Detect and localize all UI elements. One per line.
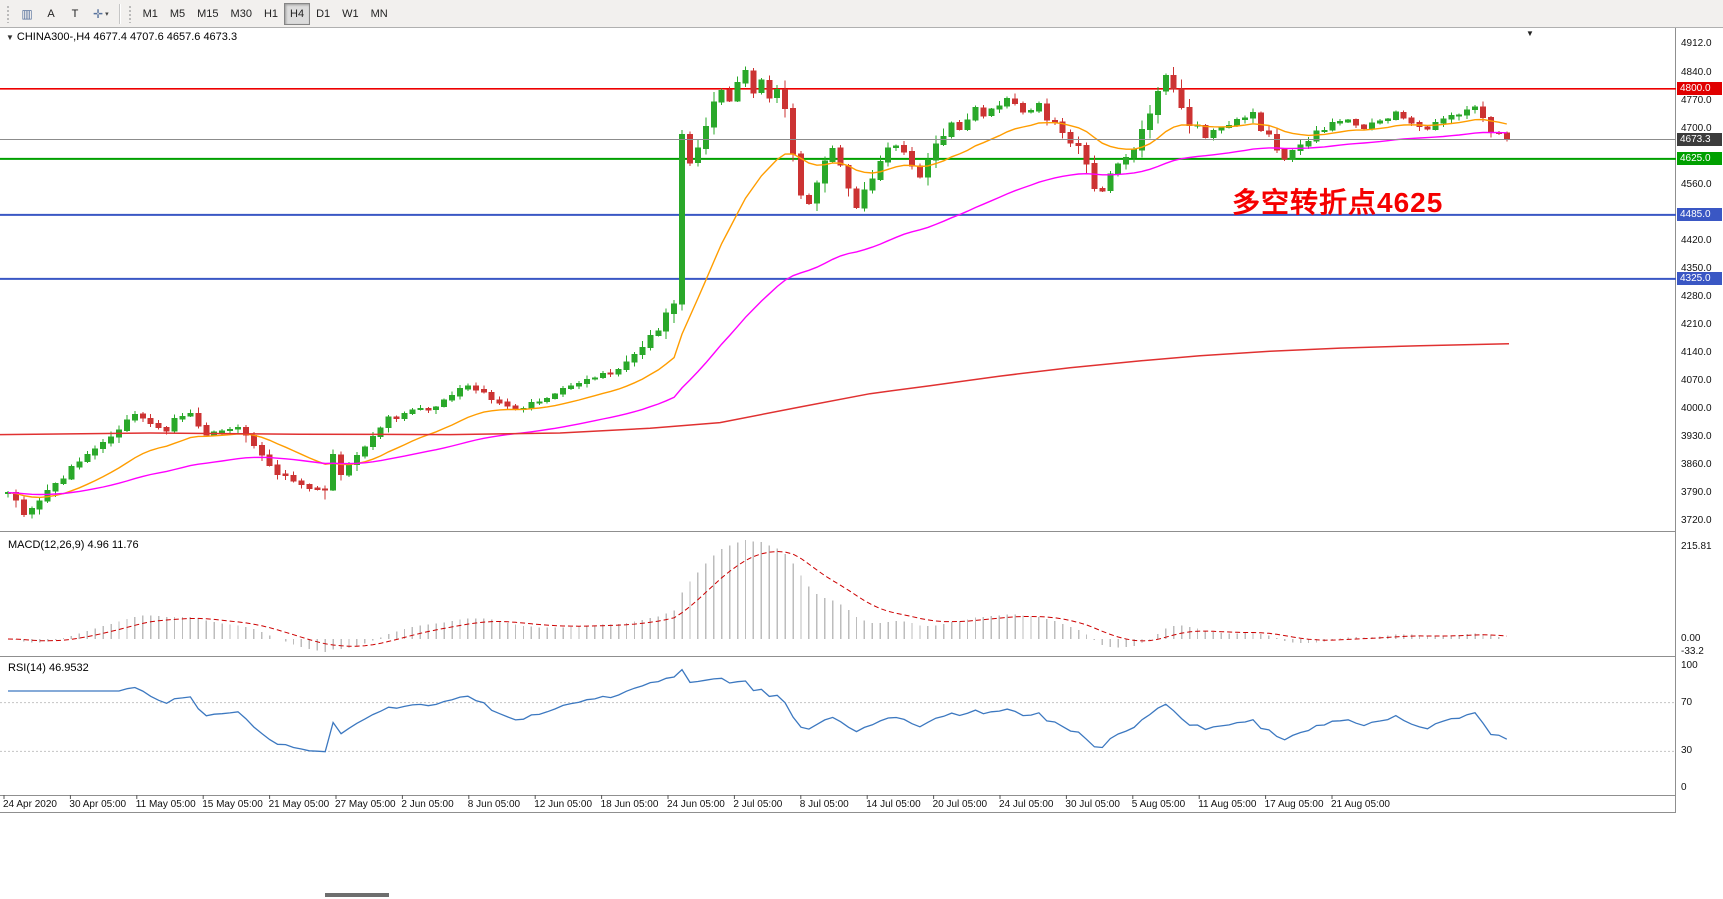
drawing-tools-group: ▥ A T ✛ ▾ [15, 3, 115, 25]
rsi-label: RSI(14) 46.9532 [8, 662, 89, 674]
price-level-tag[interactable]: 4625.0 [1677, 152, 1722, 166]
cursor-tool-label: A [47, 7, 55, 20]
price-tick-label: 4840.0 [1681, 66, 1712, 78]
price-tick-label: 4770.0 [1681, 94, 1712, 106]
price-tick-label: 4420.0 [1681, 234, 1712, 246]
timeframe-m15-button[interactable]: M15 [191, 3, 224, 25]
time-tick-label: 24 Jul 05:00 [999, 799, 1054, 810]
time-tick-label: 2 Jul 05:00 [733, 799, 783, 810]
price-level-tag[interactable]: 4485.0 [1677, 208, 1722, 222]
time-tick-label: 30 Apr 05:00 [69, 799, 127, 810]
time-tick-label: 20 Jul 05:00 [932, 799, 988, 810]
time-tick-label: 21 May 05:00 [268, 799, 330, 810]
time-tick-label: 30 Jul 05:00 [1065, 799, 1120, 810]
price-axis[interactable]: 4912.04840.04770.04700.04630.04560.04490… [1676, 28, 1723, 813]
dropdown-caret-icon: ▾ [105, 10, 109, 18]
chart-title: ▼ CHINA300-,H4 4677.4 4707.6 4657.6 4673.… [6, 31, 237, 43]
macd-tick-label: -33.2 [1681, 646, 1704, 657]
time-tick-label: 21 Aug 05:00 [1331, 799, 1390, 810]
crosshair-tool-button[interactable]: ✛ ▾ [87, 3, 115, 25]
rsi-tick-label: 70 [1681, 696, 1693, 708]
toolbar: ▥ A T ✛ ▾ M1 M5 M15 M30 H1 H4 D1 W1 MN [0, 0, 1723, 28]
toolbar-grip[interactable] [127, 4, 133, 23]
price-tick-label: 4210.0 [1681, 318, 1712, 330]
time-tick-label: 24 Apr 2020 [3, 799, 57, 810]
rsi-tick-label: 0 [1681, 782, 1687, 793]
time-tick-label: 14 Jul 05:00 [866, 799, 921, 810]
price-tick-label: 3860.0 [1681, 458, 1712, 470]
rsi-panel[interactable] [0, 659, 1676, 795]
price-tick-label: 4912.0 [1681, 38, 1712, 49]
price-tick-label: 3720.0 [1681, 515, 1712, 526]
macd-panel[interactable] [0, 535, 1676, 656]
timeframe-m5-button[interactable]: M5 [164, 3, 191, 25]
timeframe-m1-button[interactable]: M1 [137, 3, 164, 25]
time-tick-label: 24 Jun 05:00 [667, 799, 725, 810]
price-tick-label: 3790.0 [1681, 486, 1712, 498]
time-tick-label: 27 May 05:00 [335, 799, 396, 810]
price-tick-label: 4280.0 [1681, 290, 1712, 302]
text-tool-button[interactable]: T [63, 3, 87, 25]
price-tick-label: 4070.0 [1681, 374, 1712, 386]
timeframe-m30-button[interactable]: M30 [225, 3, 258, 25]
scrollbar-thumb[interactable] [325, 893, 389, 897]
cursor-tool-button[interactable]: A [39, 3, 63, 25]
timeframes-group: M1 M5 M15 M30 H1 H4 D1 W1 MN [137, 2, 394, 25]
time-tick-label: 17 Aug 05:00 [1264, 799, 1324, 810]
time-tick-label: 18 Jun 05:00 [600, 799, 659, 810]
timeframe-mn-button[interactable]: MN [365, 3, 394, 25]
price-level-tag[interactable]: 4800.0 [1677, 82, 1722, 96]
time-tick-label: 8 Jul 05:00 [799, 799, 849, 810]
timeframe-d1-button[interactable]: D1 [310, 3, 336, 25]
macd-tick-label: 215.81 [1681, 541, 1712, 552]
charts-list-button[interactable]: ▥ [15, 3, 39, 25]
price-tick-label: 4000.0 [1681, 402, 1712, 414]
chart-shift-marker-icon[interactable]: ▼ [1526, 29, 1534, 38]
macd-label: MACD(12,26,9) 4.96 11.76 [8, 539, 139, 551]
price-tick-label: 4140.0 [1681, 346, 1712, 358]
panel-splitter[interactable] [0, 654, 1723, 659]
timeframe-h4-button[interactable]: H4 [284, 2, 311, 25]
price-tick-label: 4560.0 [1681, 178, 1712, 190]
symbol-ohlc-text: CHINA300-,H4 4677.4 4707.6 4657.6 4673.3 [16, 31, 238, 43]
time-tick-label: 11 May 05:00 [135, 799, 196, 810]
time-tick-label: 15 May 05:00 [202, 799, 263, 810]
time-tick-label: 5 Aug 05:00 [1131, 799, 1186, 810]
charts-list-icon: ▥ [21, 6, 33, 21]
text-tool-label: T [71, 7, 79, 20]
chart-annotation[interactable]: 多空转折点4625 [1232, 187, 1444, 218]
toolbar-separator [118, 3, 120, 24]
price-level-tag[interactable]: 4325.0 [1677, 272, 1722, 286]
price-level-tag[interactable]: 4673.3 [1677, 133, 1722, 147]
price-tick-label: 4350.0 [1681, 262, 1712, 274]
price-tick-label: 3930.0 [1681, 430, 1712, 442]
time-axis[interactable]: 24 Apr 2020 30 Apr 05:00 11 May 05:00 15 Ma… [0, 795, 1676, 813]
time-tick-label: 2 Jun 05:00 [401, 799, 454, 810]
panel-splitter[interactable] [0, 529, 1723, 534]
symbol-dropdown-icon[interactable]: ▼ [6, 33, 14, 42]
time-tick-label: 11 Aug 05:00 [1198, 799, 1257, 810]
rsi-tick-label: 100 [1681, 660, 1698, 671]
time-tick-label: 8 Jun 05:00 [467, 799, 521, 810]
timeframe-h1-button[interactable]: H1 [258, 3, 284, 25]
macd-tick-label: 0.00 [1681, 633, 1701, 644]
rsi-tick-label: 30 [1681, 745, 1693, 757]
crosshair-tool-icon: ✛ [93, 6, 104, 21]
timeframe-w1-button[interactable]: W1 [336, 3, 365, 25]
time-tick-label: 12 Jun 05:00 [534, 799, 593, 810]
toolbar-grip[interactable] [6, 4, 11, 23]
main-chart-panel[interactable] [0, 28, 1676, 531]
price-tick-label: 4700.0 [1681, 122, 1712, 134]
